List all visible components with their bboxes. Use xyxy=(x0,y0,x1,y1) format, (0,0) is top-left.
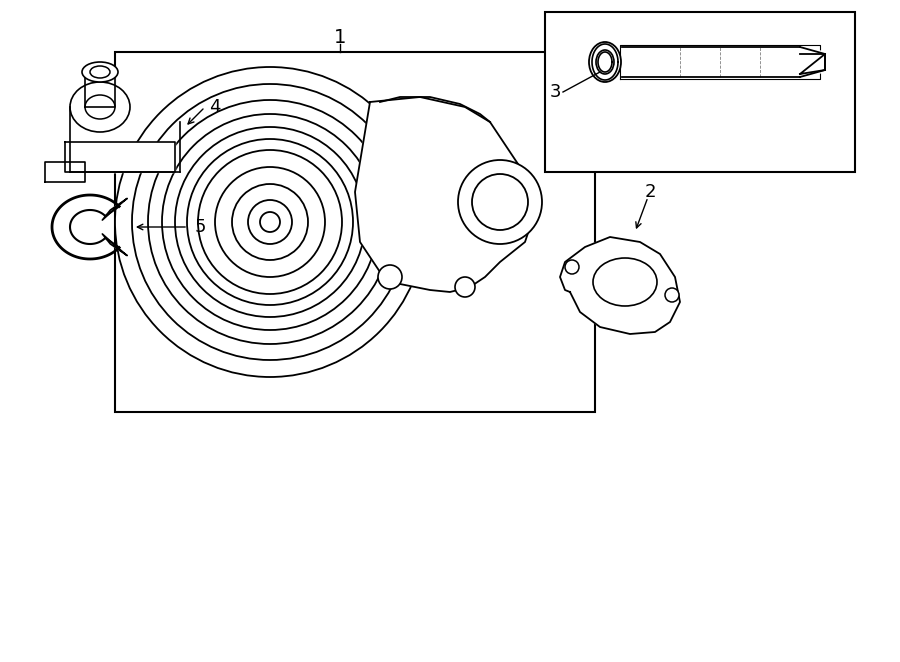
Polygon shape xyxy=(800,47,825,77)
Polygon shape xyxy=(65,142,175,172)
Polygon shape xyxy=(70,107,180,172)
Circle shape xyxy=(565,260,579,274)
Ellipse shape xyxy=(589,42,621,82)
Text: 1: 1 xyxy=(334,28,346,46)
Ellipse shape xyxy=(85,95,115,119)
Ellipse shape xyxy=(90,66,110,78)
Bar xyxy=(115,52,595,412)
Polygon shape xyxy=(800,54,825,74)
Polygon shape xyxy=(45,162,85,182)
Text: 5: 5 xyxy=(194,218,206,236)
Text: 4: 4 xyxy=(210,98,220,116)
Polygon shape xyxy=(560,237,680,334)
Ellipse shape xyxy=(70,82,130,132)
Circle shape xyxy=(175,127,365,317)
Polygon shape xyxy=(85,72,115,107)
Circle shape xyxy=(132,84,408,360)
Circle shape xyxy=(198,150,342,294)
Circle shape xyxy=(458,160,542,244)
Polygon shape xyxy=(103,199,127,220)
Polygon shape xyxy=(622,47,800,77)
Bar xyxy=(545,12,855,172)
Circle shape xyxy=(472,174,528,230)
Ellipse shape xyxy=(82,62,118,82)
Text: 2: 2 xyxy=(644,183,656,201)
Text: 3: 3 xyxy=(549,83,561,101)
Polygon shape xyxy=(103,234,127,256)
Circle shape xyxy=(665,288,679,302)
Polygon shape xyxy=(355,97,535,292)
Ellipse shape xyxy=(593,258,657,306)
Ellipse shape xyxy=(596,50,614,74)
Circle shape xyxy=(260,212,280,232)
Circle shape xyxy=(215,167,325,277)
Circle shape xyxy=(232,184,308,260)
Circle shape xyxy=(455,277,475,297)
Circle shape xyxy=(148,100,392,344)
Circle shape xyxy=(187,139,353,305)
Circle shape xyxy=(115,67,425,377)
Circle shape xyxy=(248,200,292,244)
Circle shape xyxy=(162,114,378,330)
Circle shape xyxy=(378,265,402,289)
